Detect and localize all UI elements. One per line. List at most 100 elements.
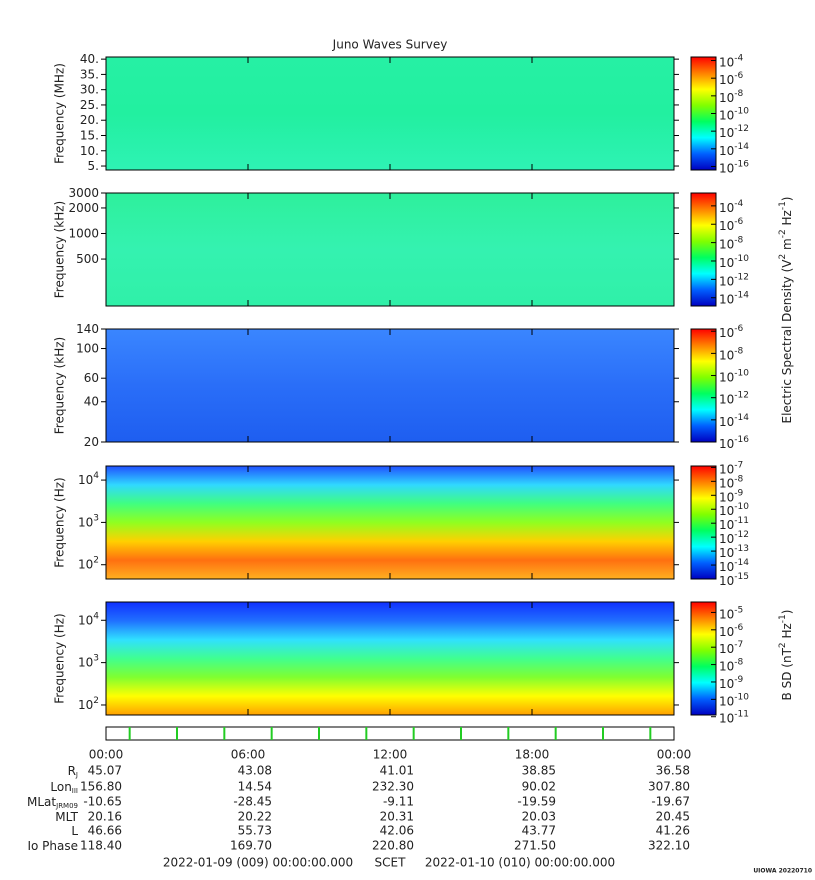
- tick-sup: 4: [93, 611, 99, 621]
- tick-text: 10: [719, 518, 734, 532]
- tick-label: 10-4: [719, 53, 744, 69]
- tick-sup: -10: [734, 106, 749, 116]
- tick-label: 10-6: [719, 71, 744, 87]
- tick-sup: -14: [734, 141, 749, 151]
- tick-label: 10-16: [719, 435, 749, 451]
- tick-sup: -11: [734, 516, 749, 526]
- tick-sup: -6: [734, 622, 743, 632]
- tick-text: 140: [76, 322, 99, 336]
- tick-text: 10: [719, 274, 734, 288]
- tick-text: 100: [76, 341, 99, 355]
- tick-text: 10: [719, 476, 734, 490]
- tick-label: 10-8: [719, 657, 744, 673]
- time-label: 06:00: [231, 748, 266, 762]
- tick-label: 10-7: [719, 640, 743, 656]
- colorbar: [690, 328, 717, 443]
- tick-label: 100: [76, 341, 99, 355]
- tick-sup: -13: [734, 544, 749, 554]
- label-part: Hz: [780, 210, 794, 229]
- row-label-text: Io Phase: [27, 839, 78, 853]
- tick-label: 10-8: [719, 474, 744, 490]
- tick-text: 10: [719, 255, 734, 269]
- tick-sup: -15: [734, 572, 749, 582]
- tick-text: 3000: [68, 186, 99, 200]
- tick-sup: -6: [734, 71, 743, 81]
- tick-text: 10: [719, 108, 734, 122]
- tick-label: 10-7: [719, 460, 743, 476]
- tick-text: 10: [719, 292, 734, 306]
- row-value: -19.67: [651, 795, 690, 809]
- tick-text: 2000: [68, 200, 99, 214]
- y-axis-label: Frequency (kHz): [53, 337, 67, 434]
- tick-label: 10-14: [719, 141, 749, 157]
- tick-label: 10-10: [719, 692, 749, 708]
- tick-text: 10: [719, 462, 734, 476]
- tick-text: 10: [719, 490, 734, 504]
- tick-sup: -9: [734, 674, 743, 684]
- tick-sup: 3: [93, 513, 99, 523]
- tick-label: 10-8: [719, 88, 744, 104]
- tick-label: 102: [78, 695, 99, 711]
- row-label: LonIII: [50, 780, 78, 796]
- footer-start: 2022-01-09 (009) 00:00:00.000: [163, 856, 353, 870]
- tick-text: 10: [78, 557, 93, 571]
- label-part: ): [780, 196, 794, 201]
- row-value: 43.77: [522, 824, 556, 838]
- tick-label: 10-14: [719, 412, 749, 428]
- tick-label: 10-14: [719, 290, 749, 306]
- tick-label: 10-9: [719, 488, 744, 504]
- tick-sup: -6: [734, 324, 743, 334]
- colorbar: [690, 601, 717, 716]
- row-value: 46.66: [88, 824, 122, 838]
- tick-label: 10-6: [719, 324, 744, 340]
- tick-label: 10-12: [719, 272, 749, 288]
- row-value: 156.80: [80, 780, 122, 794]
- row-value: 20.22: [238, 810, 272, 824]
- tick-sup: -12: [734, 124, 749, 134]
- time-label: 00:00: [89, 748, 124, 762]
- tick-text: 1000: [68, 226, 99, 240]
- time-label: 18:00: [515, 748, 550, 762]
- spectrogram: [105, 601, 675, 716]
- title: Juno Waves Survey: [332, 38, 448, 52]
- tick-label: 10-15: [719, 572, 749, 588]
- tick-text: 10: [719, 574, 734, 588]
- tick-text: 10: [719, 90, 734, 104]
- row-value: 20.31: [380, 810, 414, 824]
- tick-label: 10-8: [719, 235, 744, 251]
- tick-sup: -12: [734, 272, 749, 282]
- row-value: 20.45: [656, 810, 690, 824]
- tick-text: 25.: [80, 97, 99, 111]
- tick-text: 10: [78, 697, 93, 711]
- tick-sup: -10: [734, 502, 749, 512]
- label-part: -1: [778, 201, 788, 210]
- row-label-sub: J: [75, 771, 78, 779]
- tick-text: 10: [719, 642, 734, 656]
- tick-text: 10: [719, 504, 734, 518]
- tick-label: 10-10: [719, 502, 749, 518]
- tick-sup: -8: [734, 88, 743, 98]
- tick-text: 10: [719, 126, 734, 140]
- tick-label: 103: [78, 653, 99, 669]
- tick-sup: -10: [734, 253, 749, 263]
- tick-sup: 3: [93, 653, 99, 663]
- tick-label: 10-4: [719, 198, 744, 214]
- row-label-text: MLT: [55, 810, 78, 824]
- tick-label: 10-12: [719, 390, 749, 406]
- tick-label: 140: [76, 322, 99, 336]
- label-part: 2: [778, 254, 788, 260]
- tick-label: 10-5: [719, 605, 743, 621]
- tick-label: 102: [78, 555, 99, 571]
- row-label-text: Lon: [50, 780, 71, 794]
- row-value: 55.73: [238, 824, 272, 838]
- tick-sup: -8: [734, 657, 743, 667]
- tick-label: 10-8: [719, 346, 744, 362]
- tick-label: 60: [84, 371, 99, 385]
- row-value: 118.40: [80, 839, 122, 853]
- label-part: -2: [778, 229, 788, 238]
- row-label-sub: JRM09: [55, 802, 78, 810]
- row-value: 45.07: [88, 764, 122, 778]
- tick-sup: 2: [93, 555, 99, 565]
- label-part: m: [780, 238, 794, 254]
